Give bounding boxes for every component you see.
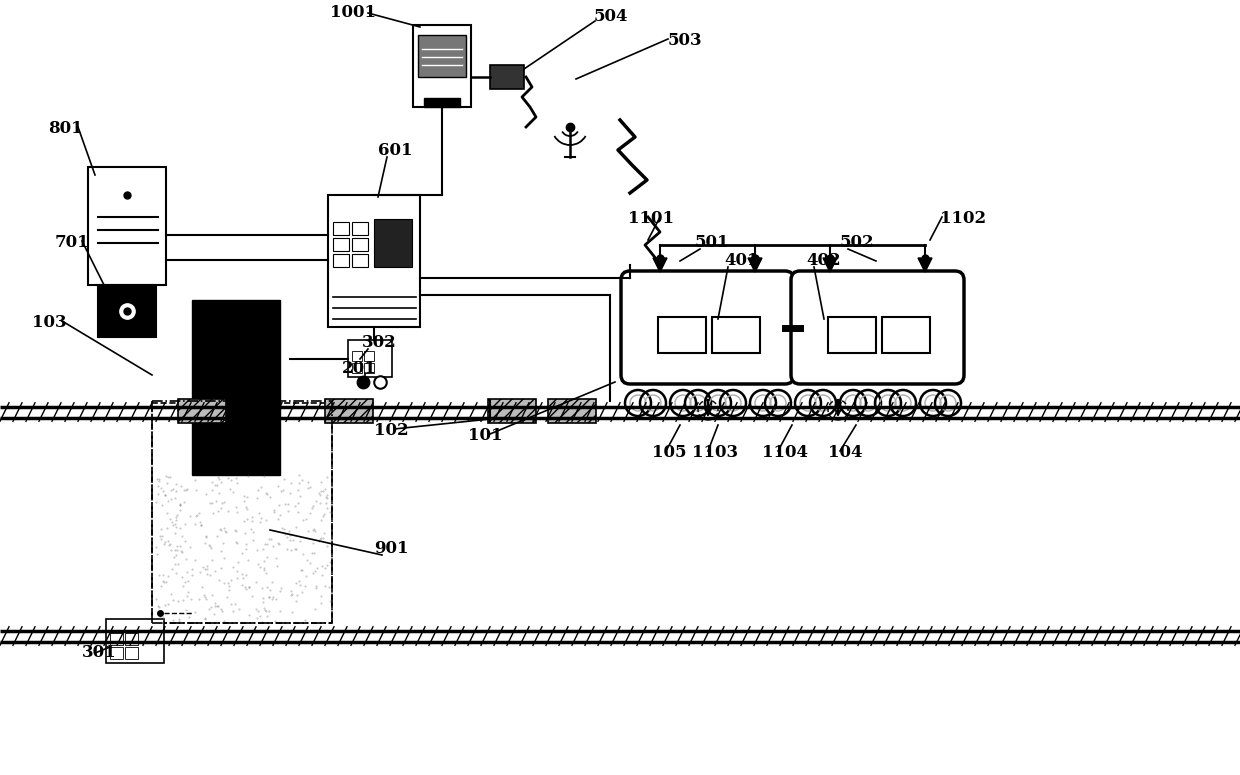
- Bar: [352, 254, 368, 267]
- Bar: [828, 317, 875, 353]
- Text: 1103: 1103: [692, 444, 738, 461]
- Text: 105: 105: [652, 444, 687, 461]
- Bar: [192, 300, 280, 475]
- Bar: [548, 399, 596, 423]
- Bar: [413, 25, 471, 107]
- Bar: [882, 317, 930, 353]
- Text: 104: 104: [828, 444, 863, 461]
- Bar: [352, 351, 362, 361]
- Bar: [88, 167, 166, 285]
- Polygon shape: [748, 258, 763, 272]
- Bar: [418, 35, 466, 77]
- Text: 301: 301: [82, 644, 117, 661]
- Text: 1102: 1102: [940, 210, 986, 227]
- Text: 101: 101: [467, 427, 502, 444]
- Bar: [365, 351, 374, 361]
- Bar: [125, 633, 138, 645]
- Bar: [334, 254, 348, 267]
- Text: 801: 801: [48, 120, 83, 137]
- Bar: [374, 219, 412, 267]
- Text: 401: 401: [724, 252, 759, 269]
- Bar: [365, 363, 374, 373]
- Bar: [98, 285, 156, 337]
- Text: 601: 601: [378, 142, 413, 159]
- Text: 1001: 1001: [330, 4, 376, 21]
- Bar: [352, 363, 362, 373]
- Bar: [329, 195, 420, 327]
- Text: 102: 102: [374, 422, 409, 439]
- Text: 901: 901: [374, 540, 408, 557]
- Polygon shape: [918, 258, 932, 272]
- Bar: [125, 647, 138, 659]
- Bar: [424, 98, 460, 107]
- Bar: [105, 619, 164, 663]
- Bar: [110, 647, 123, 659]
- Bar: [325, 399, 373, 423]
- Bar: [712, 317, 760, 353]
- Text: 302: 302: [362, 334, 397, 351]
- Bar: [153, 403, 332, 623]
- Polygon shape: [653, 258, 667, 272]
- FancyBboxPatch shape: [791, 271, 963, 384]
- Text: 103: 103: [32, 314, 67, 331]
- Bar: [334, 222, 348, 235]
- Text: 502: 502: [839, 234, 874, 251]
- Text: 1104: 1104: [763, 444, 808, 461]
- Text: 402: 402: [806, 252, 841, 269]
- FancyBboxPatch shape: [621, 271, 794, 384]
- Polygon shape: [823, 258, 837, 272]
- Text: 504: 504: [594, 8, 629, 25]
- Bar: [110, 633, 123, 645]
- Text: 701: 701: [55, 234, 89, 251]
- Bar: [489, 399, 536, 423]
- Text: 201: 201: [342, 360, 377, 377]
- Bar: [334, 238, 348, 251]
- Bar: [352, 238, 368, 251]
- Bar: [490, 65, 525, 89]
- Text: 503: 503: [668, 32, 703, 49]
- Bar: [352, 222, 368, 235]
- Bar: [348, 340, 392, 377]
- Bar: [179, 399, 226, 423]
- Text: 501: 501: [694, 234, 729, 251]
- Bar: [658, 317, 706, 353]
- Text: 1101: 1101: [627, 210, 675, 227]
